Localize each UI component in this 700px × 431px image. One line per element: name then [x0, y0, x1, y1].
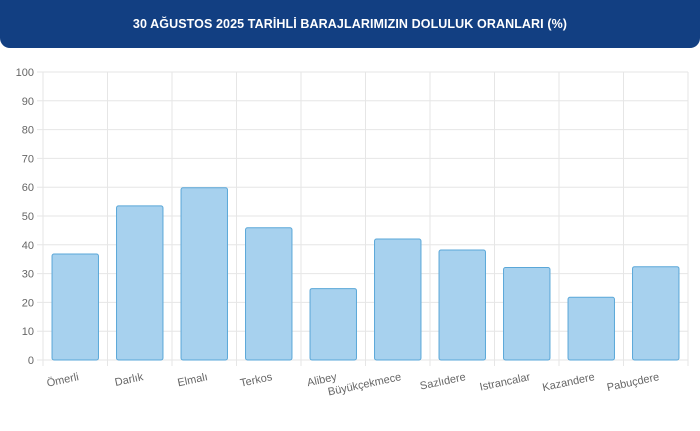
x-tick-label: Sazlıdere [419, 371, 467, 392]
x-axis-ticks: Ömerli Darlık Elmalı Terkos AlibeyBüyükçekme… [46, 371, 661, 398]
bar [438, 249, 486, 361]
chart-title: 30 AĞUSTOS 2025 TARİHLİ BARAJLARIMIZIN D… [132, 17, 568, 31]
chart-area: 0 10 20 30 40 50 60 70 80 90 100 Ömerli Darlık Elmal… [0, 48, 700, 426]
chart-header: 30 AĞUSTOS 2025 TARİHLİ BARAJLARIMIZIN D… [0, 0, 700, 48]
y-tick-label: 0 [28, 355, 34, 367]
x-tick-label: Ömerli [46, 371, 80, 389]
bar [51, 253, 99, 361]
bar [632, 266, 680, 361]
y-tick-label: 30 [22, 269, 34, 281]
y-tick-label: 80 [22, 125, 34, 137]
x-tick-label: Elmalı [176, 371, 208, 389]
y-tick-label: 90 [22, 96, 34, 108]
bar [180, 187, 228, 361]
y-tick-label: 50 [22, 211, 34, 223]
bar [374, 238, 422, 361]
y-tick-label: 40 [22, 240, 34, 252]
x-tick-label: Darlık [114, 371, 145, 389]
y-tick-label: 20 [22, 297, 34, 309]
x-tick-label: Kazandere [541, 371, 596, 394]
y-tick-label: 10 [22, 326, 34, 338]
x-tick-label: Terkos [239, 371, 274, 390]
y-tick-label: 100 [16, 67, 34, 79]
x-tick-label: Pabuçdere [606, 371, 661, 394]
y-axis-ticks: 0 10 20 30 40 50 60 70 80 90 100 [16, 67, 34, 367]
y-tick-label: 70 [22, 153, 34, 165]
x-tick-label: Büyükçekmece [327, 371, 402, 398]
bar-chart: 0 10 20 30 40 50 60 70 80 90 100 Ömerli Darlık Elmal… [16, 67, 689, 398]
y-tick-label: 60 [22, 182, 34, 194]
bar [309, 288, 357, 361]
x-tick-label: Istrancalar [479, 371, 532, 393]
bar [245, 227, 293, 361]
bars [51, 187, 680, 361]
bar [116, 205, 164, 361]
bar [503, 267, 551, 361]
bar [567, 296, 615, 361]
